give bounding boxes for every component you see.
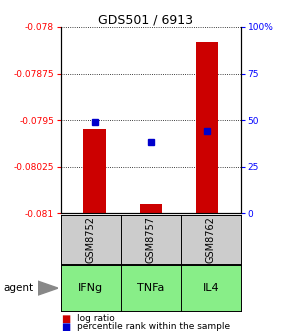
Text: log ratio: log ratio [77,314,115,323]
Text: agent: agent [3,283,33,293]
Bar [196,42,218,213]
Polygon shape [38,281,58,295]
Bar [83,129,106,213]
Text: percentile rank within the sample: percentile rank within the sample [77,322,230,331]
Text: IL4: IL4 [202,283,219,293]
Text: ■: ■ [61,313,70,324]
Bar [139,204,162,213]
Text: ■: ■ [61,322,70,332]
Text: TNFa: TNFa [137,283,164,293]
Text: GDS501 / 6913: GDS501 / 6913 [97,13,193,27]
Text: GSM8752: GSM8752 [86,216,96,263]
Text: GSM8762: GSM8762 [206,216,216,263]
Text: GSM8757: GSM8757 [146,216,156,263]
Text: IFNg: IFNg [78,283,104,293]
